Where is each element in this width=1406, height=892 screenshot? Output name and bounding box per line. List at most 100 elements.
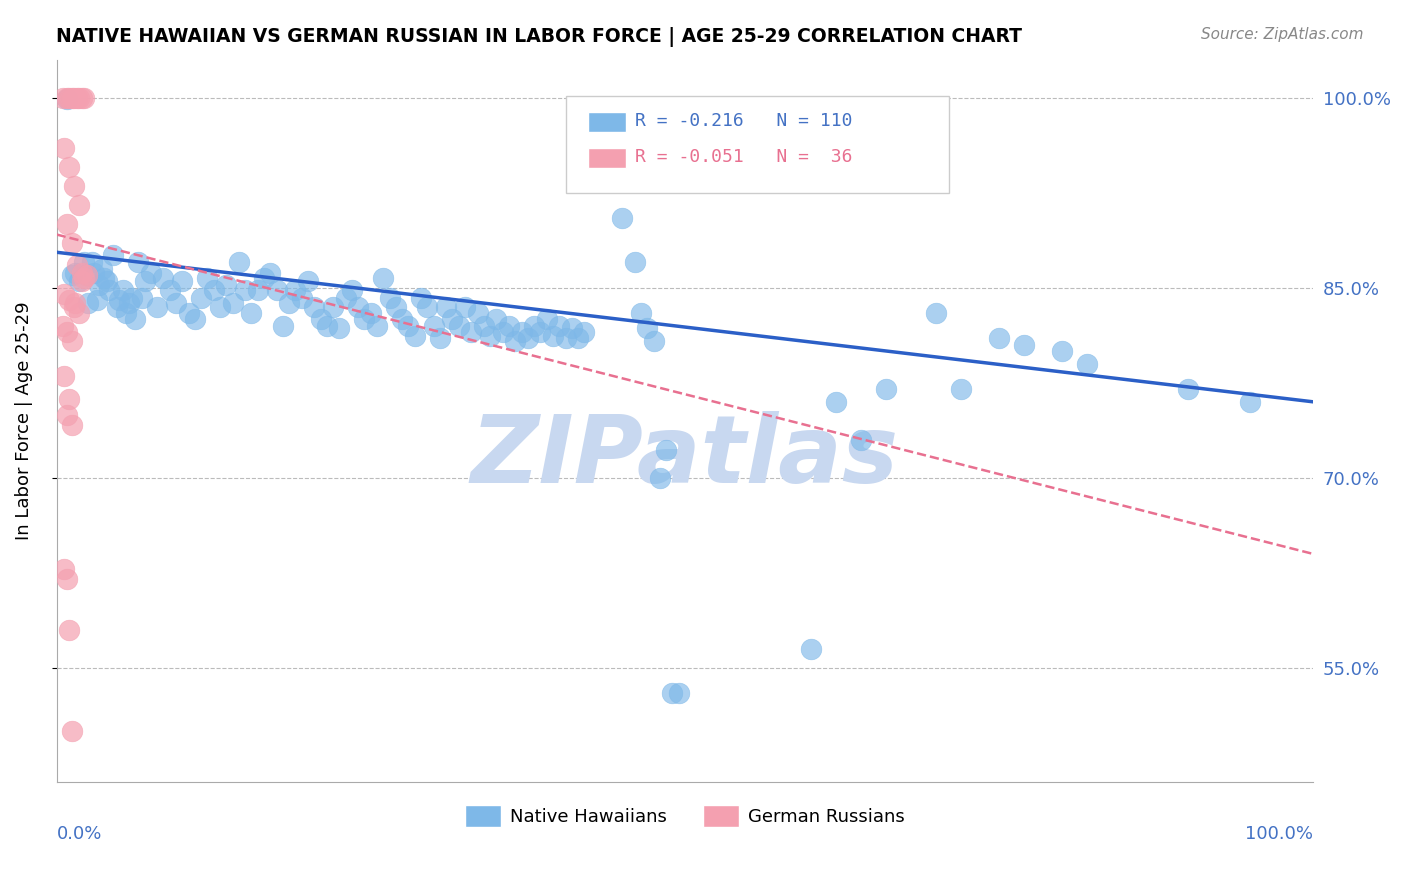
Point (53, 369, 76, 384)
Point (67, 198, 90, 212)
Point (70, 90, 93, 104)
Point (335, 291, 357, 305)
Point (460, 325, 482, 339)
Point (152, 270, 174, 285)
Point (849, 433, 872, 447)
Point (800, 642, 823, 657)
Point (77, 296, 100, 310)
Point (73, 90, 96, 104)
Point (1050, 344, 1073, 359)
Text: ZIPatlas: ZIPatlas (471, 411, 898, 503)
Point (53, 562, 76, 576)
Point (574, 325, 596, 339)
Point (52, 90, 75, 104)
Point (66, 258, 89, 272)
Point (53, 287, 76, 301)
Point (66, 90, 89, 104)
Point (165, 296, 187, 310)
Point (60, 724, 83, 739)
Point (208, 300, 231, 314)
FancyBboxPatch shape (565, 95, 949, 194)
Point (63, 90, 86, 104)
Point (447, 318, 470, 333)
Point (441, 312, 464, 326)
Point (55, 90, 77, 104)
Point (492, 325, 515, 339)
Point (434, 300, 457, 314)
Point (98, 283, 121, 297)
Point (360, 306, 382, 320)
Point (93, 270, 115, 285)
Point (278, 296, 301, 310)
Point (875, 382, 897, 396)
Point (58, 161, 80, 175)
Point (643, 334, 665, 348)
Point (353, 312, 375, 326)
Point (630, 306, 652, 320)
Point (988, 331, 1011, 345)
Point (291, 291, 314, 305)
Point (233, 283, 256, 297)
Point (309, 312, 332, 326)
Point (90, 261, 112, 276)
Point (114, 306, 136, 320)
Point (1177, 382, 1199, 396)
Point (131, 291, 153, 305)
Point (58, 623, 80, 637)
Point (83, 266, 105, 280)
Point (67, 306, 90, 320)
Point (485, 312, 508, 326)
Point (63, 179, 86, 194)
Point (661, 686, 683, 700)
Point (190, 291, 212, 305)
Point (215, 278, 238, 293)
Point (159, 283, 181, 297)
Text: R = -0.051   N =  36: R = -0.051 N = 36 (634, 148, 852, 166)
Point (541, 329, 564, 343)
Point (172, 274, 194, 288)
Point (58, 90, 80, 104)
Point (322, 300, 344, 314)
Point (127, 255, 149, 269)
Point (60, 417, 83, 432)
Point (60, 90, 83, 104)
Point (96, 274, 118, 288)
Point (1012, 338, 1035, 352)
Point (404, 329, 426, 343)
Point (454, 300, 477, 314)
Point (58, 392, 80, 407)
Point (498, 318, 520, 333)
Point (86, 293, 108, 308)
Point (124, 312, 146, 326)
Point (52, 318, 75, 333)
Point (246, 283, 269, 297)
Point (67, 90, 90, 104)
Point (60, 236, 83, 251)
Point (340, 283, 363, 297)
Point (60, 268, 83, 282)
Point (623, 255, 645, 269)
Point (76, 268, 98, 282)
Point (70, 274, 93, 288)
Text: R = -0.216   N = 110: R = -0.216 N = 110 (634, 112, 852, 130)
Point (429, 331, 451, 345)
FancyBboxPatch shape (588, 112, 626, 132)
Y-axis label: In Labor Force | Age 25-29: In Labor Force | Age 25-29 (15, 301, 32, 541)
Point (529, 325, 551, 339)
Point (108, 293, 131, 308)
Point (134, 274, 156, 288)
Point (202, 283, 225, 297)
Point (409, 291, 432, 305)
Point (121, 291, 143, 305)
Point (53, 141, 76, 155)
Point (271, 318, 294, 333)
Point (479, 329, 502, 343)
Text: 100.0%: 100.0% (1246, 825, 1313, 844)
FancyBboxPatch shape (588, 148, 626, 168)
Point (221, 296, 243, 310)
Point (416, 300, 439, 314)
Point (925, 306, 948, 320)
Point (58, 293, 80, 308)
Text: 0.0%: 0.0% (56, 825, 103, 844)
Point (648, 471, 671, 485)
